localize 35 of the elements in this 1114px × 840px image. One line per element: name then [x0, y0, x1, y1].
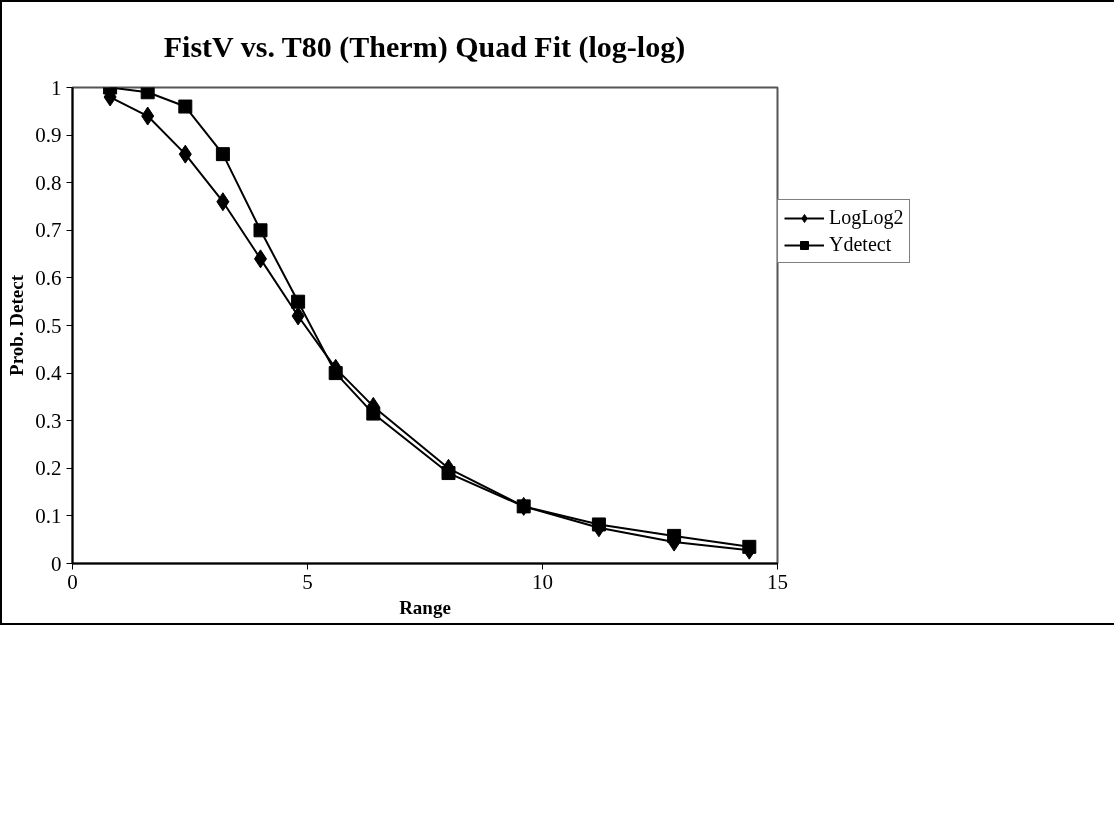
y-tick-label: 0.9 — [35, 123, 62, 148]
y-tick-label: 0 — [51, 551, 62, 576]
point — [140, 87, 155, 100]
point — [667, 528, 682, 543]
x-tick-label: 5 — [302, 569, 313, 594]
point — [328, 366, 343, 381]
point — [141, 106, 155, 126]
y-tick-label: 0.6 — [35, 265, 62, 290]
point — [216, 192, 230, 212]
y-tick-label: 0.5 — [35, 313, 62, 338]
point — [215, 147, 230, 162]
point — [178, 99, 193, 114]
y-tick-label: 0.8 — [35, 170, 62, 195]
x-tick-label: 15 — [767, 569, 788, 594]
y-tick-label: 0.2 — [35, 456, 62, 481]
point — [366, 406, 381, 421]
point — [591, 517, 606, 532]
y-tick-label: 0.7 — [35, 218, 62, 243]
point — [178, 144, 192, 164]
y-tick-label: 1 — [51, 75, 62, 100]
y-tick-label: 0.1 — [35, 503, 62, 528]
x-tick-label: 10 — [532, 569, 553, 594]
point — [441, 466, 456, 481]
point — [742, 539, 757, 554]
point — [291, 294, 306, 309]
point — [253, 223, 268, 238]
y-tick-label: 0.3 — [35, 408, 62, 433]
x-tick-label: 0 — [67, 569, 78, 594]
y-axis-title: Prob. Detect — [6, 274, 28, 376]
legend-label: LogLog2 — [829, 206, 904, 229]
chart-title: FistV vs. T80 (Therm) Quad Fit (log-log) — [163, 29, 686, 64]
x-axis-title: Range — [399, 596, 451, 618]
point — [291, 306, 305, 326]
y-tick-label: 0.4 — [35, 361, 62, 386]
legend-label: Ydetect — [829, 233, 892, 256]
